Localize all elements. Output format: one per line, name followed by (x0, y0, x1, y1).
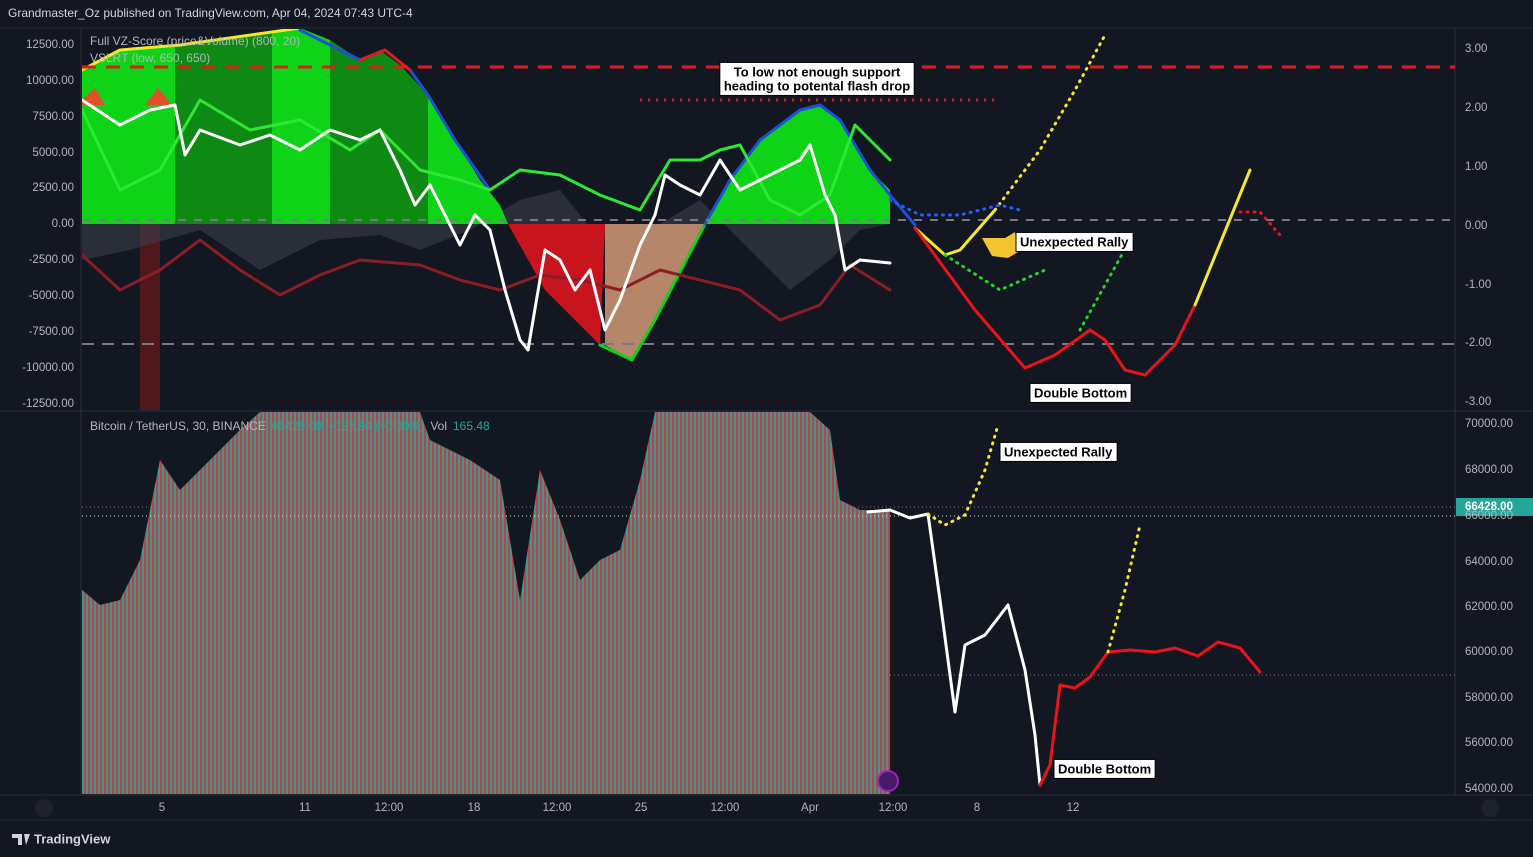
left-axis-label: 0.00 (52, 218, 74, 230)
price-tag-bg (1456, 498, 1533, 516)
indicator-label: VSLRT (low, 650, 650) (90, 51, 210, 65)
annotation-box (1015, 231, 1134, 252)
price-tag: 66428.00 (1465, 501, 1513, 513)
price-axis-label: 60000.00 (1465, 646, 1513, 658)
rally-note: Unexpected Rally (999, 441, 1118, 462)
time-axis-label: 18 (468, 802, 481, 814)
annotation-text: heading to potental flash drop (724, 78, 910, 93)
time-axis-label: Apr (801, 802, 819, 814)
rally-note: Unexpected Rally (1015, 231, 1134, 252)
right-axis-label: -2.00 (1465, 337, 1491, 349)
annotation-box (1053, 758, 1156, 779)
upper-pane-plot (82, 29, 1455, 410)
price-axis-label: 70000.00 (1465, 418, 1513, 430)
lower-pane-plot (82, 412, 1455, 794)
price-axis-label: 68000.00 (1465, 464, 1513, 476)
annotation-text: To low not enough support (734, 64, 901, 79)
annotation-box (999, 441, 1118, 462)
symbol-label: Bitcoin / TetherUS, 30, BINANCE (90, 419, 266, 433)
annotation-text: Unexpected Rally (1020, 234, 1129, 249)
annotation-box (719, 61, 915, 96)
left-axis-label: -5000.00 (29, 290, 74, 302)
z-button[interactable] (35, 799, 53, 817)
time-axis-label: 25 (635, 802, 648, 814)
left-axis-label: 10000.00 (26, 75, 74, 87)
double-bottom-note: Double Bottom (1053, 758, 1156, 779)
publisher: Grandmaster_Oz published on TradingView.… (8, 6, 413, 20)
annotation-text: Double Bottom (1058, 761, 1151, 776)
time-axis-label: 12:00 (543, 802, 572, 814)
left-axis-label: 7500.00 (32, 111, 74, 123)
price-axis-label: 62000.00 (1465, 601, 1513, 613)
right-axis-label: -3.00 (1465, 396, 1491, 408)
time-axis-label: 12 (1067, 802, 1080, 814)
time-axis-label: 11 (299, 802, 311, 814)
vol-value: 165.48 (453, 419, 490, 433)
time-axis-label: 8 (974, 802, 980, 814)
right-axis-label: 0.00 (1465, 220, 1487, 232)
pointing-hand (982, 232, 1018, 258)
annotation-box (1029, 382, 1132, 403)
time-axis-label: 12:00 (879, 802, 908, 814)
double-bottom-note: Double Bottom (1029, 382, 1132, 403)
price-axis-label: 54000.00 (1465, 783, 1513, 795)
left-axis-label: -7500.00 (29, 326, 74, 338)
price-axis-label: 58000.00 (1465, 692, 1513, 704)
time-axis-label: 12:00 (375, 802, 404, 814)
time-axis-label: 5 (159, 802, 165, 814)
texts: Grandmaster_Oz published on TradingView.… (8, 6, 1513, 846)
indicator-label: Full VZ-Score (price&Volume) (800, 20) (90, 34, 300, 48)
annotation-text: Double Bottom (1034, 385, 1127, 400)
price-axis-label: 64000.00 (1465, 556, 1513, 568)
event-icon[interactable] (877, 770, 899, 792)
price-axis-label: 56000.00 (1465, 737, 1513, 749)
right-axis-label: 3.00 (1465, 43, 1487, 55)
left-axis-label: -12500.00 (22, 398, 74, 410)
price-change: +195.94 (+0.30%) (328, 419, 424, 433)
left-axis-label: -2500.00 (29, 254, 74, 266)
left-axis-label: 12500.00 (26, 39, 74, 51)
vol-label: Vol (430, 419, 447, 433)
a-button[interactable] (1481, 799, 1499, 817)
footer-logo: TradingView (34, 831, 111, 846)
left-axis-label: 5000.00 (32, 147, 74, 159)
frames (0, 27, 1533, 821)
right-axis-label: 1.00 (1465, 161, 1487, 173)
right-axis-label: -1.00 (1465, 279, 1491, 291)
logo-icon (12, 834, 30, 845)
left-axis-label: 2500.00 (32, 182, 74, 194)
annotation-text: Unexpected Rally (1004, 444, 1113, 459)
time-axis-label: 12:00 (711, 802, 740, 814)
last-price: 66428.00 (272, 419, 322, 433)
right-axis-label: 2.00 (1465, 102, 1487, 114)
price-axis-label: 66000.00 (1465, 510, 1513, 522)
left-axis-label: -10000.00 (22, 362, 74, 374)
